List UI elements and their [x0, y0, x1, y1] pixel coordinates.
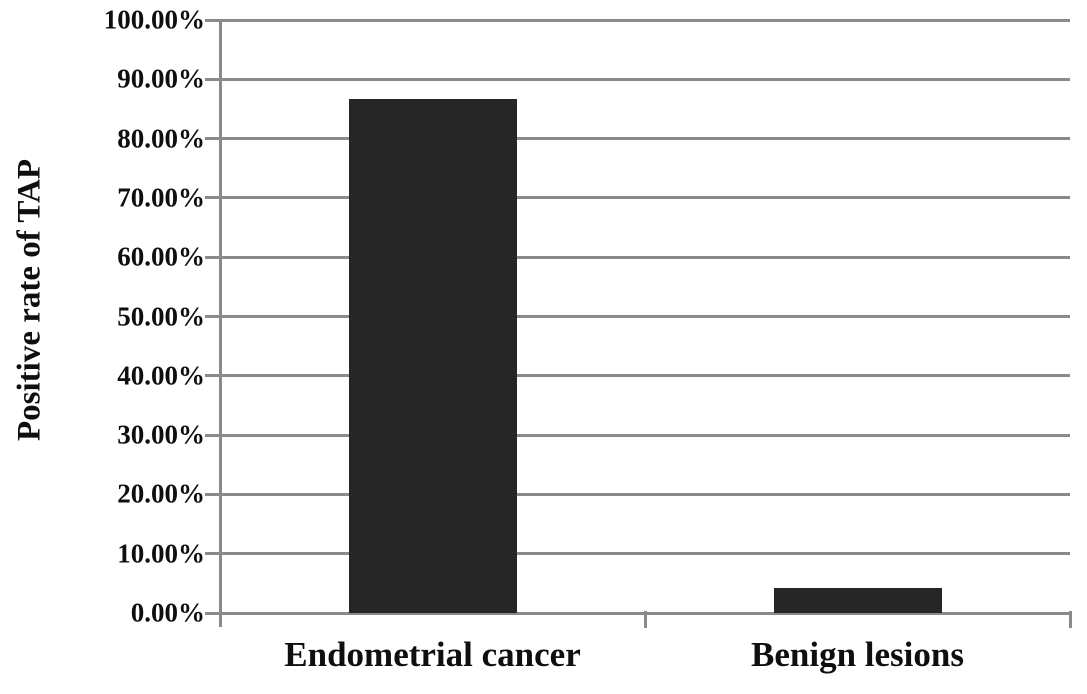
- y-axis-tick: [205, 611, 220, 615]
- y-axis-tick: [205, 255, 220, 259]
- x-category-label: Endometrial cancer: [284, 635, 581, 674]
- y-axis-tick: [205, 77, 220, 81]
- y-axis-tick: [205, 552, 220, 556]
- gridline: [220, 374, 1070, 378]
- gridline: [220, 255, 1070, 259]
- y-tick-label: 60.00%: [117, 241, 205, 272]
- gridline: [220, 77, 1070, 81]
- y-axis-tick: [205, 18, 220, 22]
- gridline: [220, 137, 1070, 141]
- x-category-label: Benign lesions: [751, 635, 964, 674]
- bar-benign-lesions: [773, 588, 942, 613]
- y-tick-label: 100.00%: [103, 4, 205, 35]
- x-axis-category-labels: Endometrial cancer Benign lesions: [0, 634, 1087, 694]
- y-axis-tick: [205, 137, 220, 141]
- y-tick-label: 90.00%: [117, 63, 205, 94]
- y-tick-label: 10.00%: [117, 538, 205, 569]
- x-axis-tick: [1068, 611, 1072, 628]
- gridline: [220, 552, 1070, 556]
- y-axis-line: [218, 18, 222, 627]
- x-axis-tick: [643, 611, 647, 628]
- y-axis-tick-labels: 0.00% 10.00% 20.00% 30.00% 40.00% 50.00% 60.00…: [0, 0, 205, 694]
- y-tick-label: 0.00%: [130, 597, 205, 628]
- y-tick-label: 40.00%: [117, 360, 205, 391]
- y-tick-label: 70.00%: [117, 182, 205, 213]
- y-axis-tick: [205, 196, 220, 200]
- y-axis-tick: [205, 374, 220, 378]
- gridline: [220, 492, 1070, 496]
- plot-area: [205, 18, 1072, 628]
- gridline: [220, 315, 1070, 318]
- y-axis-tick: [205, 315, 220, 318]
- gridline: [220, 433, 1070, 437]
- bar-endometrial-cancer: [348, 99, 517, 613]
- gridline: [220, 18, 1070, 22]
- gridline: [220, 196, 1070, 200]
- y-tick-label: 80.00%: [117, 123, 205, 154]
- y-tick-label: 20.00%: [117, 478, 205, 509]
- y-axis-tick: [205, 433, 220, 437]
- y-axis-tick: [205, 492, 220, 496]
- y-tick-label: 30.00%: [117, 419, 205, 450]
- y-tick-label: 50.00%: [117, 301, 205, 331]
